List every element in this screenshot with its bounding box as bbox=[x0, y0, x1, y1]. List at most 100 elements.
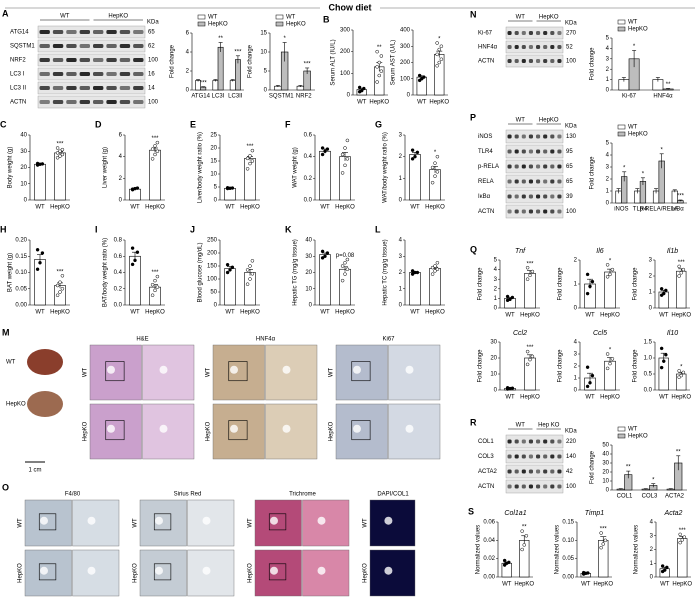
vessel bbox=[384, 516, 393, 525]
data-point bbox=[248, 264, 252, 268]
y-tick-label: 300 bbox=[400, 44, 411, 50]
data-point bbox=[528, 357, 532, 362]
y-tick-label: 15 bbox=[210, 159, 217, 165]
blot-band bbox=[528, 149, 533, 154]
blot-band bbox=[543, 469, 548, 474]
data-point bbox=[435, 267, 440, 271]
y-axis-label: Hepatic TC (mg/g tissue) bbox=[383, 239, 389, 305]
blot-band bbox=[521, 134, 526, 139]
bar bbox=[677, 538, 688, 578]
bar bbox=[229, 80, 236, 91]
blot-band bbox=[79, 72, 90, 76]
data-point bbox=[439, 57, 444, 61]
panel-letter: L bbox=[375, 224, 381, 234]
panel-letter: K bbox=[285, 224, 292, 234]
blot-band bbox=[543, 194, 548, 199]
blot-band bbox=[514, 134, 519, 139]
significance: *** bbox=[679, 528, 687, 534]
y-axis-label: Fold change bbox=[633, 267, 639, 301]
panel-letter: S bbox=[468, 506, 474, 516]
blot-row-label: IκBα bbox=[478, 194, 491, 200]
stain-title: Trichrome bbox=[289, 492, 316, 498]
y-axis-label: WAT weight (g) bbox=[293, 147, 299, 188]
zoom-box bbox=[268, 563, 287, 581]
y-tick-label: 0.00 bbox=[483, 575, 495, 581]
significance: *** bbox=[151, 136, 159, 142]
blot-band bbox=[521, 31, 526, 35]
x-tick-label: WT bbox=[659, 313, 669, 319]
data-point bbox=[422, 75, 426, 79]
y-tick-label: 150 bbox=[207, 264, 218, 270]
y-tick-label: 0.06 bbox=[483, 520, 495, 526]
bar bbox=[524, 357, 536, 391]
vessel bbox=[202, 516, 211, 525]
data-point bbox=[153, 144, 157, 148]
data-point bbox=[248, 154, 252, 158]
y-tick-label: 4 bbox=[650, 520, 654, 526]
data-point bbox=[155, 149, 160, 153]
blot-band bbox=[557, 209, 562, 214]
y-tick-label: 30 bbox=[602, 461, 609, 467]
y-axis-label: Fold change bbox=[478, 267, 484, 301]
blot-band bbox=[119, 44, 131, 48]
data-point bbox=[430, 165, 435, 170]
blot-strip bbox=[505, 159, 564, 174]
data-point bbox=[40, 251, 45, 255]
data-point bbox=[520, 547, 524, 552]
y-axis-label: WAT/body weight ratio (%) bbox=[383, 132, 389, 203]
significance: ** bbox=[666, 82, 671, 88]
blot-band bbox=[543, 484, 548, 489]
bar bbox=[604, 360, 616, 391]
blot-band bbox=[550, 194, 555, 199]
blot-band bbox=[39, 44, 50, 48]
blot-band bbox=[79, 44, 90, 48]
data-point bbox=[343, 261, 347, 265]
data-point bbox=[155, 274, 160, 279]
legend-label: HepKO bbox=[286, 22, 306, 28]
blot-band bbox=[528, 484, 533, 489]
y-tick-label: 4 bbox=[574, 340, 578, 346]
panel-letter: N bbox=[470, 9, 477, 19]
y-tick-label: 0.00 bbox=[15, 303, 27, 309]
blot-band bbox=[550, 469, 555, 474]
blot-band bbox=[557, 179, 562, 184]
data-point bbox=[35, 267, 40, 271]
blot-band bbox=[66, 44, 77, 48]
blot-band bbox=[507, 164, 512, 169]
bar bbox=[224, 268, 236, 306]
blot-band bbox=[39, 72, 50, 76]
group-label: Hep KO bbox=[538, 423, 560, 429]
blot-band bbox=[550, 209, 555, 214]
data-point bbox=[340, 264, 345, 268]
figure-header: Chow diet bbox=[329, 2, 372, 12]
data-point bbox=[522, 543, 526, 547]
blot-band bbox=[536, 31, 541, 35]
blot-band bbox=[557, 149, 562, 154]
bar bbox=[598, 540, 609, 578]
data-point bbox=[605, 263, 610, 267]
blot-band bbox=[66, 86, 77, 90]
blot-strip bbox=[505, 204, 564, 219]
y-tick-label: 30 bbox=[305, 254, 312, 260]
bar bbox=[149, 149, 161, 201]
x-tick-label: HepKO bbox=[425, 205, 445, 211]
data-point bbox=[510, 295, 515, 300]
y-tick-label: 3 bbox=[606, 165, 610, 171]
x-tick-label: HepKO bbox=[145, 310, 165, 316]
blot-band bbox=[528, 439, 533, 444]
y-tick-label: 3 bbox=[650, 533, 654, 539]
blot-band bbox=[536, 484, 541, 489]
stain-title: Sirius Red bbox=[174, 492, 202, 498]
y-axis-label: Fold change bbox=[558, 349, 564, 383]
kda-header: KDa bbox=[565, 429, 577, 435]
data-point bbox=[588, 284, 592, 289]
micrograph bbox=[302, 549, 350, 597]
significance: * bbox=[652, 477, 655, 483]
x-tick-label: HNF4α bbox=[653, 94, 673, 100]
row-label: WT bbox=[329, 368, 335, 378]
y-tick-label: 0 bbox=[24, 198, 28, 204]
kda-label: 52 bbox=[566, 45, 573, 51]
x-tick-label: HepKO bbox=[240, 205, 260, 211]
panel-letter: Q bbox=[470, 244, 477, 254]
